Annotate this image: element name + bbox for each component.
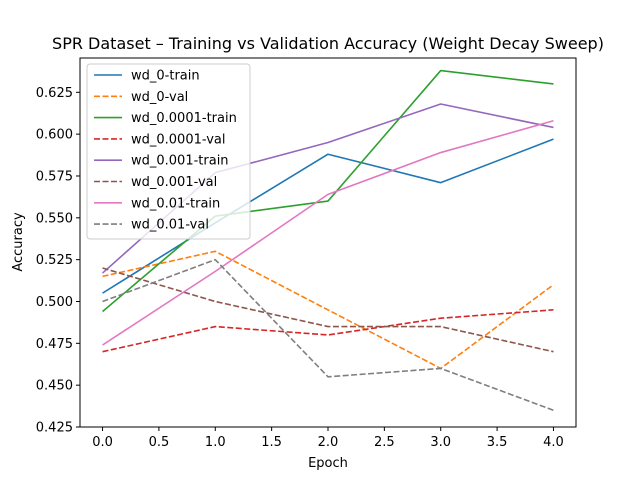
legend-label: wd_0-val bbox=[131, 90, 188, 105]
y-tick-label: 0.550 bbox=[36, 211, 73, 226]
x-tick-label: 4.0 bbox=[543, 435, 564, 450]
legend-label: wd_0.0001-train bbox=[131, 111, 237, 126]
y-axis-label: Accuracy bbox=[11, 212, 26, 272]
y-tick-label: 0.525 bbox=[36, 253, 73, 268]
series-line-wd_0-val bbox=[102, 250, 554, 370]
y-tick-label: 0.475 bbox=[36, 337, 73, 352]
y-tick-label: 0.625 bbox=[36, 86, 73, 101]
series-line-wd_0.01-train bbox=[102, 119, 554, 346]
x-tick-label: 2.5 bbox=[374, 435, 395, 450]
y-tick-label: 0.450 bbox=[36, 379, 73, 394]
chart-title: SPR Dataset – Training vs Validation Acc… bbox=[52, 34, 604, 53]
x-tick-label: 1.5 bbox=[261, 435, 282, 450]
series-layer bbox=[102, 69, 554, 412]
series-line-wd_0.01-val bbox=[102, 258, 554, 412]
x-axis-label: Epoch bbox=[308, 456, 348, 471]
legend-label: wd_0.01-val bbox=[131, 218, 209, 233]
x-tick-label: 0.5 bbox=[149, 435, 170, 450]
y-tick-label: 0.500 bbox=[36, 295, 73, 310]
series-line-wd_0-train bbox=[102, 138, 554, 294]
legend: wd_0-train wd_0-val wd_0.0001-train wd_0.00… bbox=[86, 63, 251, 240]
legend-box bbox=[86, 63, 251, 240]
series-line-wd_0.0001-train bbox=[102, 69, 554, 313]
x-tick-label: 3.0 bbox=[430, 435, 451, 450]
y-axis: 0.425 0.450 0.475 0.500 0.525 0.550 0.575 0.600… bbox=[36, 86, 80, 436]
legend-label: wd_0.001-val bbox=[131, 175, 217, 190]
legend-label: wd_0-train bbox=[131, 69, 200, 84]
x-tick-label: 2.0 bbox=[318, 435, 339, 450]
series-line-wd_0.0001-val bbox=[102, 309, 554, 353]
legend-label: wd_0.0001-val bbox=[131, 132, 226, 147]
x-tick-label: 0.0 bbox=[92, 435, 113, 450]
legend-label: wd_0.001-train bbox=[131, 154, 229, 169]
y-tick-label: 0.425 bbox=[36, 421, 73, 436]
x-tick-label: 3.5 bbox=[487, 435, 508, 450]
series-line-wd_0.001-val bbox=[102, 267, 554, 353]
y-tick-label: 0.575 bbox=[36, 169, 73, 184]
x-axis: 0.0 0.5 1.0 1.5 2.0 2.5 3.0 3.5 4.0 bbox=[92, 427, 564, 450]
y-tick-label: 0.600 bbox=[36, 128, 73, 143]
legend-label: wd_0.01-train bbox=[131, 196, 220, 211]
x-tick-label: 1.0 bbox=[205, 435, 226, 450]
